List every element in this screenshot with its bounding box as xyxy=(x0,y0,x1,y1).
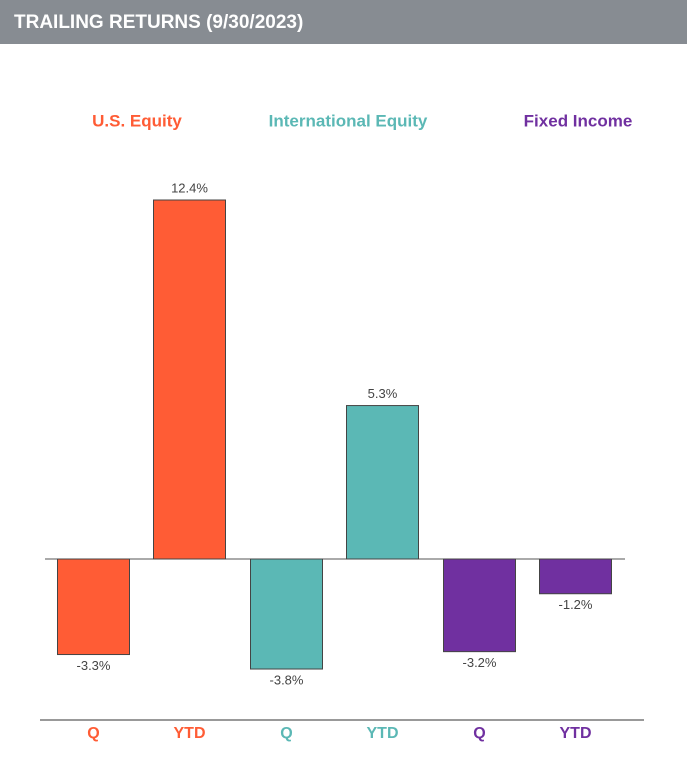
legend-label: International Equity xyxy=(269,111,428,130)
x-tick-label: Q xyxy=(280,725,292,742)
bar xyxy=(539,558,612,595)
x-tick-label: Q xyxy=(473,725,485,742)
legend-label: Fixed Income xyxy=(524,111,633,130)
bar xyxy=(250,558,323,670)
value-label: 12.4% xyxy=(171,180,208,195)
bar xyxy=(57,558,130,656)
x-tick-label: YTD xyxy=(367,725,399,742)
x-tick-label: Q xyxy=(87,725,99,742)
value-label: -3.8% xyxy=(270,672,304,687)
bar xyxy=(346,405,419,560)
value-label: -1.2% xyxy=(559,597,593,612)
x-tick-label: YTD xyxy=(560,725,592,742)
value-label: -3.3% xyxy=(77,658,111,673)
header-bar xyxy=(0,0,687,44)
bar xyxy=(153,199,226,560)
bar xyxy=(443,558,516,653)
value-label: 5.3% xyxy=(368,386,398,401)
chart-title: TRAILING RETURNS (9/30/2023) xyxy=(14,12,303,33)
x-tick-label: YTD xyxy=(174,725,206,742)
legend-label: U.S. Equity xyxy=(92,111,182,130)
value-label: -3.2% xyxy=(463,655,497,670)
